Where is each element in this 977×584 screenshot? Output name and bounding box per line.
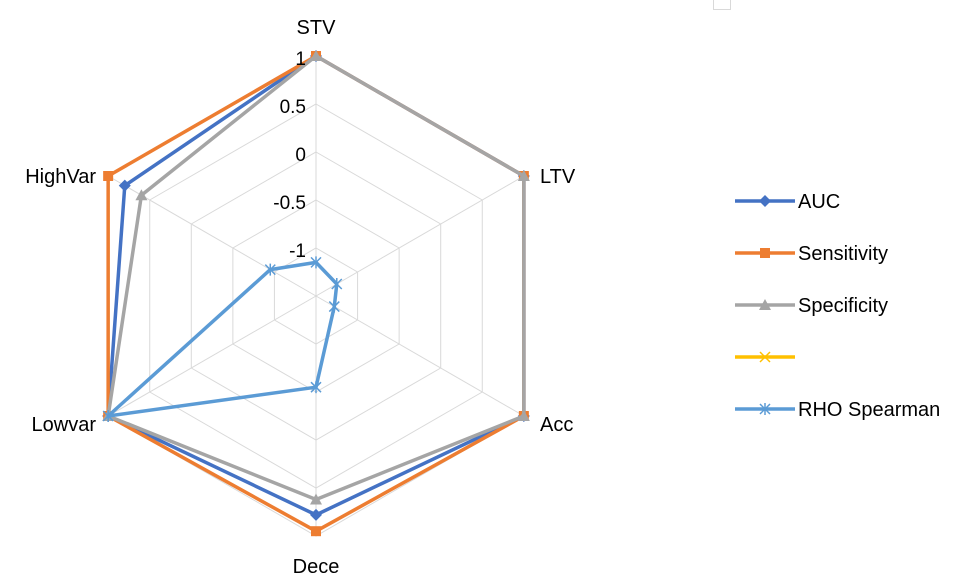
data-point-asterisk [759,403,771,415]
data-point-x [759,351,771,363]
data-point-square [760,248,770,258]
radar-spokes [107,56,525,536]
data-point-asterisk [264,263,276,276]
axis-label-ltv: LTV [540,166,576,188]
legend-item: AUC [735,191,840,213]
legend-item [735,351,795,363]
legend-item: RHO Spearman [735,399,940,421]
data-point-asterisk [331,278,343,290]
legend-label: Sensitivity [798,243,888,265]
axis-label-stv: STV [297,17,337,39]
legend-label: Specificity [798,295,888,317]
data-point-asterisk [102,410,114,422]
data-point-square [311,526,321,537]
legend-item: Specificity [735,295,888,317]
axis-label-dece: Dece [293,556,340,578]
tick-label: 0.5 [280,97,306,118]
series-specificity [102,50,530,505]
tick-label: -0.5 [273,193,306,214]
axis-labels: STV LTV Acc Dece Lowvar HighVar [25,17,576,578]
data-point-triangle [310,50,322,61]
radar-series [102,50,530,537]
axis-spoke [107,295,317,417]
data-point-asterisk [328,300,340,313]
data-point-diamond [310,508,322,521]
chart-frame-corner [713,0,731,10]
data-point-triangle [310,493,322,505]
data-point-asterisk [310,256,322,269]
tick-label: -1 [289,241,306,262]
axis-label-acc: Acc [540,414,573,436]
legend-item: Sensitivity [735,243,888,265]
data-point-diamond [118,179,131,192]
axis-spoke [315,175,525,297]
data-point-triangle [517,410,530,421]
legend-label: AUC [798,191,840,213]
tick-label: 0 [295,145,306,166]
tick-label: 1 [295,49,306,70]
series-line [106,260,339,418]
axis-label-highvar: HighVar [25,166,96,188]
legend-label: RHO Spearman [798,399,940,421]
data-point-triangle [759,299,771,310]
data-point-asterisk [310,381,322,394]
data-point-triangle [135,189,148,201]
data-point-triangle [517,170,530,181]
data-point-square [103,171,114,181]
axis-label-lowvar: Lowvar [32,414,97,436]
data-point-diamond [759,195,771,207]
series-rho-spearman [102,256,343,422]
axis-spoke [315,295,525,417]
legend: AUC Sensitivity Specificity RHO Spearman [735,191,940,421]
radial-tick-labels: 1 0.5 0 -0.5 -1 [273,49,306,262]
